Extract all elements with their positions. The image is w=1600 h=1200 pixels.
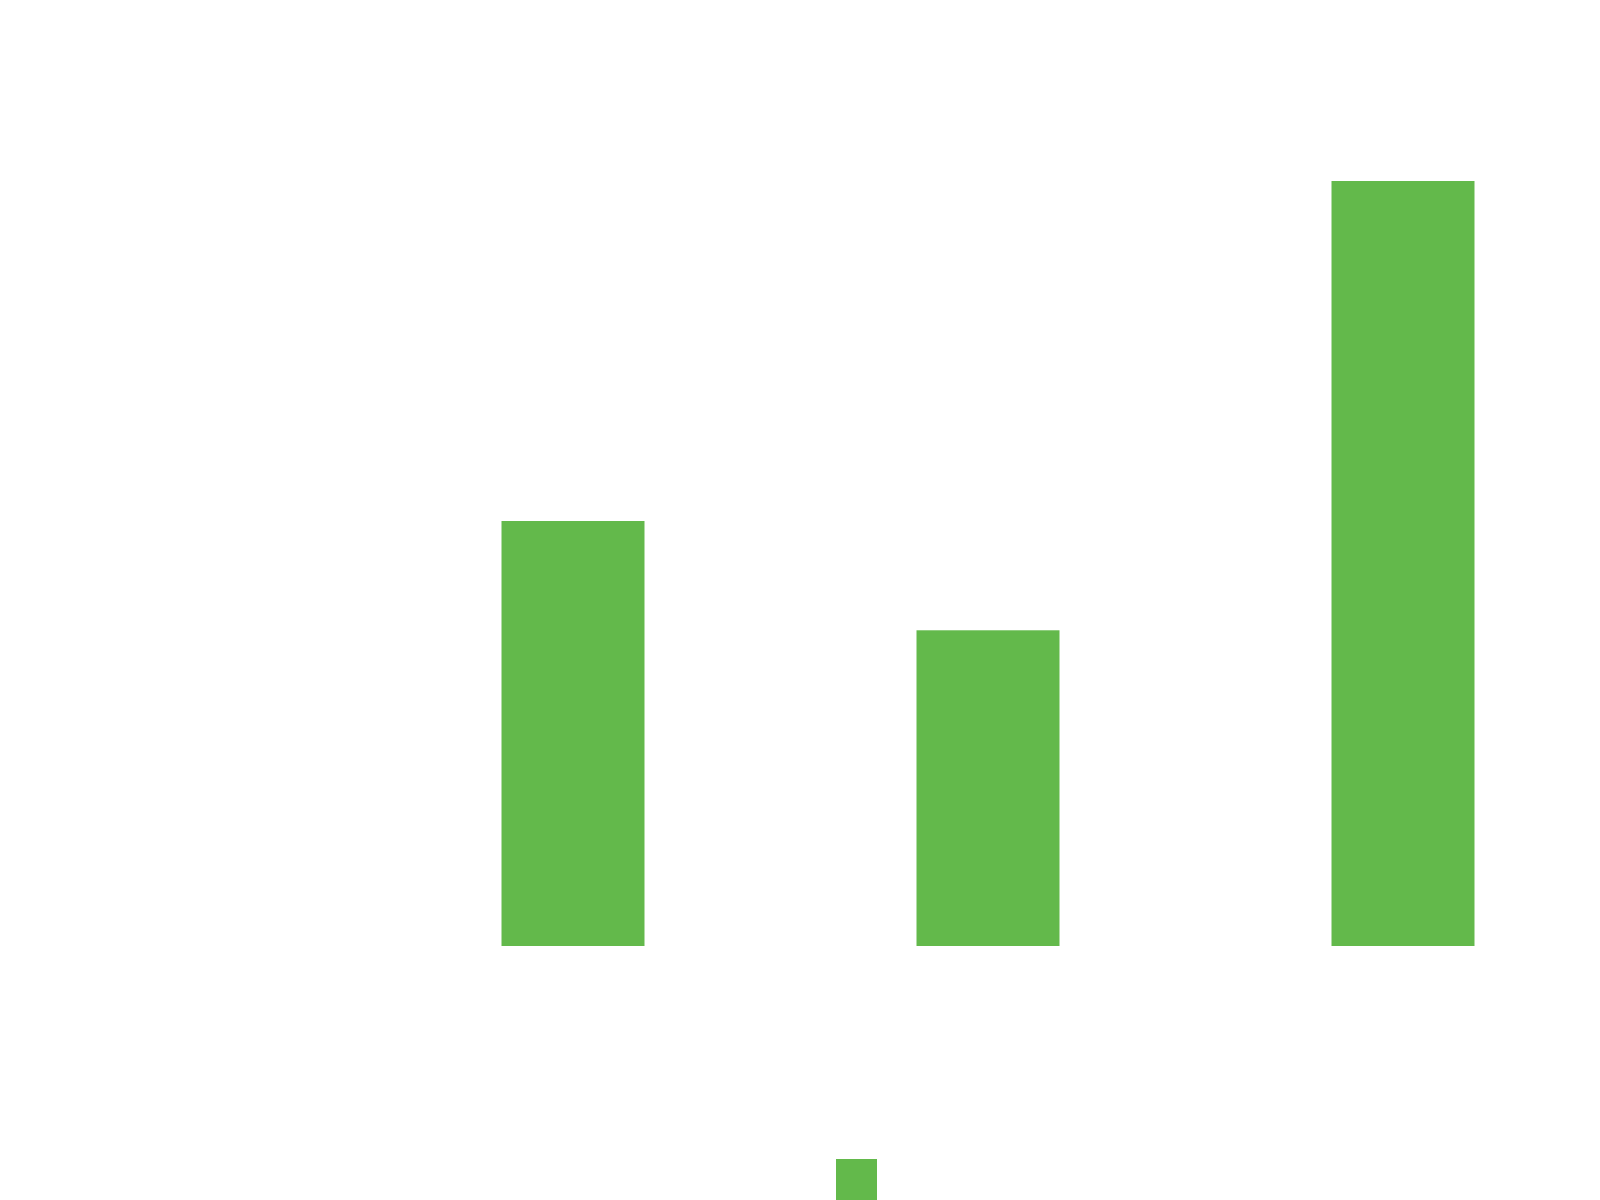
bar [1331,181,1475,946]
legend-swatch [836,1159,877,1200]
bar [501,521,645,946]
bar [916,630,1060,946]
